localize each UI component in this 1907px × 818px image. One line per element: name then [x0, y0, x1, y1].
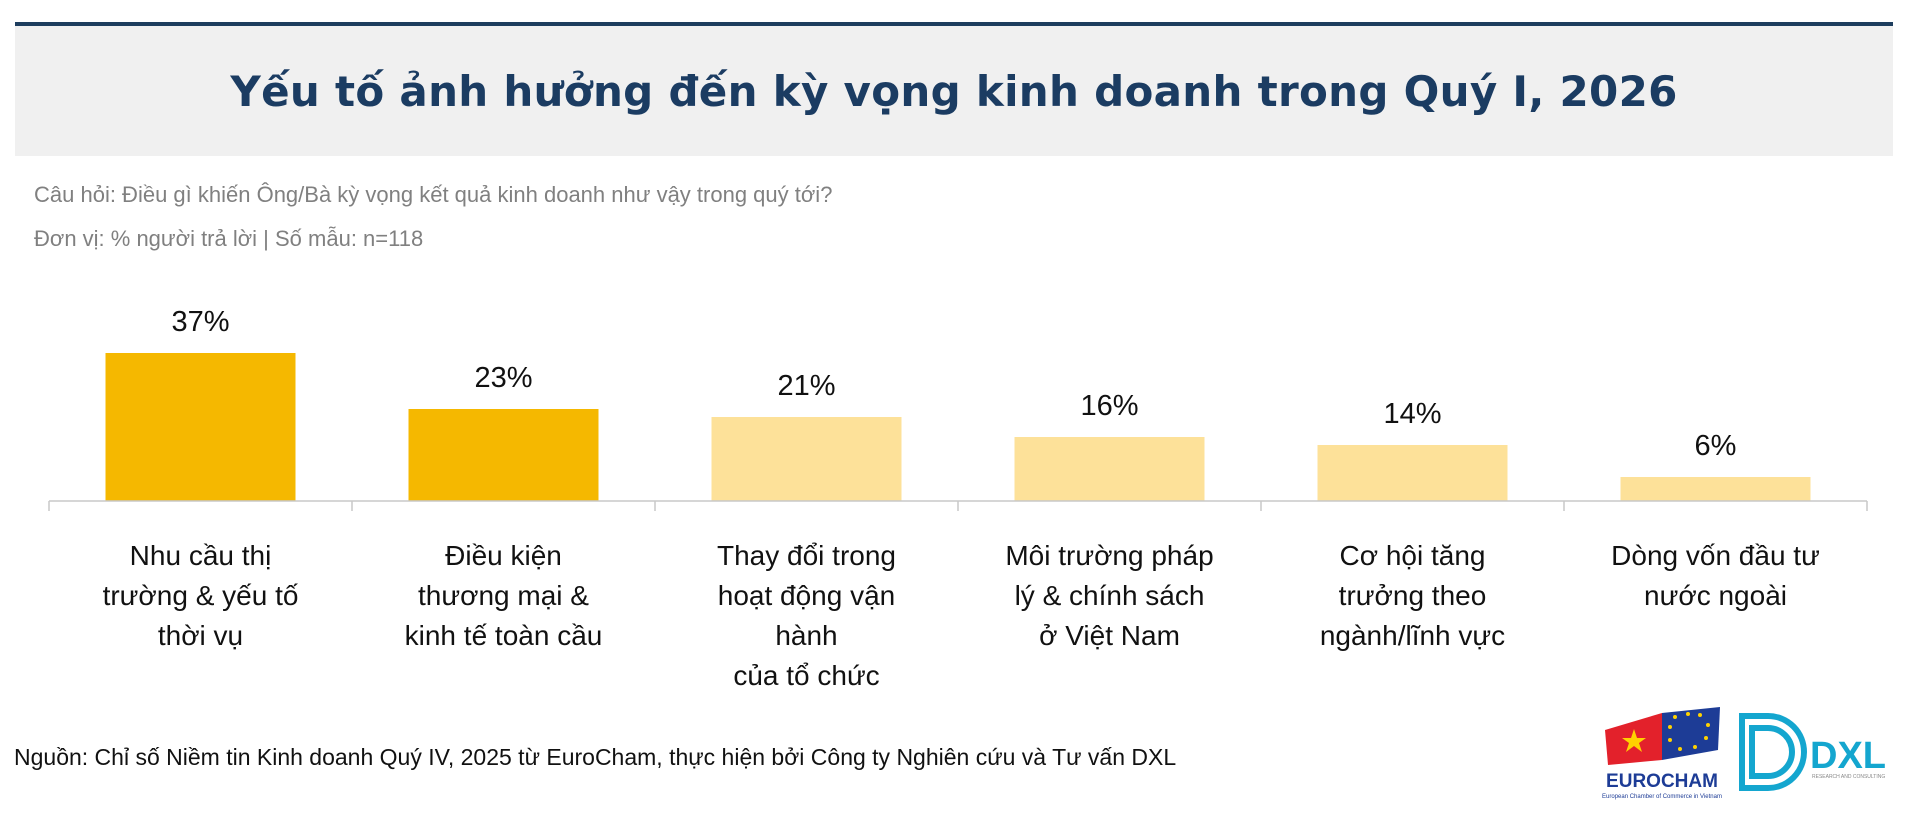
data-label: 21% — [777, 370, 835, 402]
svg-text:European Chamber of Commerce i: European Chamber of Commerce in Vietnam — [1602, 794, 1722, 800]
category-label: Môi trường pháp lý & chính sách ở Việt Nam — [970, 536, 1250, 656]
category-label-line: trưởng theo — [1338, 580, 1487, 611]
category-label: Nhu cầu thị trường & yếu tố thời vụ — [61, 536, 341, 656]
category-label-line: lý & chính sách — [1014, 580, 1205, 611]
title-banner: Yếu tố ảnh hưởng đến kỳ vọng kinh doanh … — [15, 26, 1893, 156]
bar-chart: 37% 23% 21% 16% 14% 6% — [48, 306, 1868, 511]
category-label-line: ở Việt Nam — [1039, 620, 1180, 651]
bar — [1014, 437, 1205, 501]
category-label-line: trường & yếu tố — [102, 580, 299, 611]
svg-text:DXL: DXL — [1810, 735, 1886, 777]
bar — [1317, 445, 1508, 501]
source-note: Nguồn: Chỉ số Niềm tin Kinh doanh Quý IV… — [14, 744, 1177, 770]
bar — [105, 353, 296, 501]
category-label-line: hành — [775, 620, 838, 651]
category-label-line: Thay đổi trong — [717, 540, 896, 571]
category-label: Cơ hội tăng trưởng theo ngành/lĩnh vực — [1273, 536, 1553, 656]
bar — [1620, 477, 1811, 501]
category-label-line: thời vụ — [157, 620, 244, 651]
category-label-line: Nhu cầu thị — [129, 540, 272, 571]
unit-text: Đơn vị: % người trả lời | Số mẫu: n=118 — [34, 226, 424, 251]
category-label-line: thương mại & — [418, 580, 589, 611]
data-label: 23% — [474, 362, 532, 394]
bar — [711, 417, 902, 501]
data-label: 6% — [1695, 430, 1737, 462]
category-label: Thay đổi trong hoạt động vận hành của tổ ch… — [667, 536, 947, 696]
top-rule — [15, 22, 1893, 26]
category-label: Điều kiện thương mại & kinh tế toàn cầu — [364, 536, 644, 656]
category-label: Dòng vốn đầu tư nước ngoài — [1576, 536, 1856, 616]
svg-text:RESEARCH AND CONSULTING: RESEARCH AND CONSULTING — [1812, 774, 1885, 780]
chart-title: Yếu tố ảnh hưởng đến kỳ vọng kinh doanh … — [230, 66, 1678, 116]
category-label-line: Điều kiện — [445, 540, 562, 571]
dxl-logo: DXL RESEARCH AND CONSULTING — [1739, 713, 1886, 791]
question-text: Câu hỏi: Điều gì khiến Ông/Bà kỳ vọng kế… — [34, 182, 833, 207]
data-label: 37% — [171, 306, 229, 338]
category-label-line: nước ngoài — [1644, 580, 1787, 611]
eurocham-logo: EUROCHAM European Chamber of Commerce in… — [1602, 707, 1722, 800]
category-label-line: ngành/lĩnh vực — [1319, 620, 1506, 651]
category-label-line: Cơ hội tăng — [1339, 540, 1486, 571]
svg-text:EUROCHAM: EUROCHAM — [1606, 771, 1718, 792]
bar — [408, 409, 599, 501]
data-label: 14% — [1383, 398, 1441, 430]
category-label-line: kinh tế toàn cầu — [404, 620, 603, 651]
data-label: 16% — [1080, 390, 1138, 422]
category-label-line: Môi trường pháp — [1005, 540, 1214, 571]
category-label-line: hoạt động vận — [717, 580, 896, 611]
category-label-line: của tổ chức — [733, 660, 880, 691]
category-label-line: Dòng vốn đầu tư — [1611, 540, 1820, 571]
